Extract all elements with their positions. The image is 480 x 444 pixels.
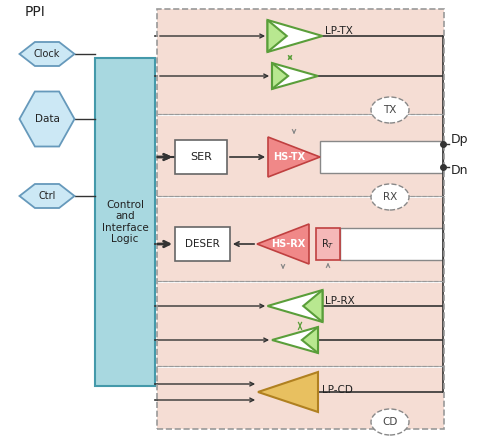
Polygon shape (302, 327, 318, 353)
Text: Control
and
Interface
Logic: Control and Interface Logic (102, 200, 148, 244)
FancyBboxPatch shape (157, 283, 444, 366)
FancyBboxPatch shape (157, 9, 444, 114)
Polygon shape (20, 42, 74, 66)
Polygon shape (272, 327, 318, 353)
Text: DESER: DESER (185, 239, 220, 249)
Text: HS-TX: HS-TX (273, 152, 305, 162)
Text: Ctrl: Ctrl (38, 191, 56, 201)
Polygon shape (20, 184, 74, 208)
Text: LP-RX: LP-RX (325, 296, 355, 306)
Polygon shape (267, 20, 323, 52)
FancyBboxPatch shape (320, 141, 443, 173)
Polygon shape (272, 63, 288, 89)
Text: LP-TX: LP-TX (325, 26, 353, 36)
Text: Data: Data (35, 114, 60, 124)
Text: Clock: Clock (34, 49, 60, 59)
Polygon shape (257, 224, 309, 264)
Polygon shape (303, 290, 323, 322)
Text: PPI: PPI (24, 5, 46, 19)
Polygon shape (267, 290, 323, 322)
FancyBboxPatch shape (340, 228, 443, 260)
FancyBboxPatch shape (95, 58, 155, 386)
Ellipse shape (371, 97, 409, 123)
Text: SER: SER (190, 152, 212, 162)
Text: HS-RX: HS-RX (271, 239, 305, 249)
FancyBboxPatch shape (157, 368, 444, 429)
Polygon shape (258, 372, 318, 412)
Polygon shape (20, 91, 74, 147)
Polygon shape (267, 20, 287, 52)
Text: LP-CD: LP-CD (322, 385, 353, 395)
Text: R$_T$: R$_T$ (321, 237, 335, 251)
Polygon shape (272, 63, 318, 89)
FancyBboxPatch shape (157, 198, 444, 281)
Ellipse shape (371, 409, 409, 435)
Text: RX: RX (383, 192, 397, 202)
FancyBboxPatch shape (175, 140, 227, 174)
FancyBboxPatch shape (157, 116, 444, 196)
Text: CD: CD (382, 417, 398, 427)
FancyBboxPatch shape (175, 227, 230, 261)
Text: Dn: Dn (451, 164, 468, 178)
Text: Dp: Dp (451, 134, 468, 147)
Polygon shape (268, 137, 320, 177)
Ellipse shape (371, 184, 409, 210)
FancyBboxPatch shape (316, 228, 340, 260)
Text: TX: TX (384, 105, 396, 115)
